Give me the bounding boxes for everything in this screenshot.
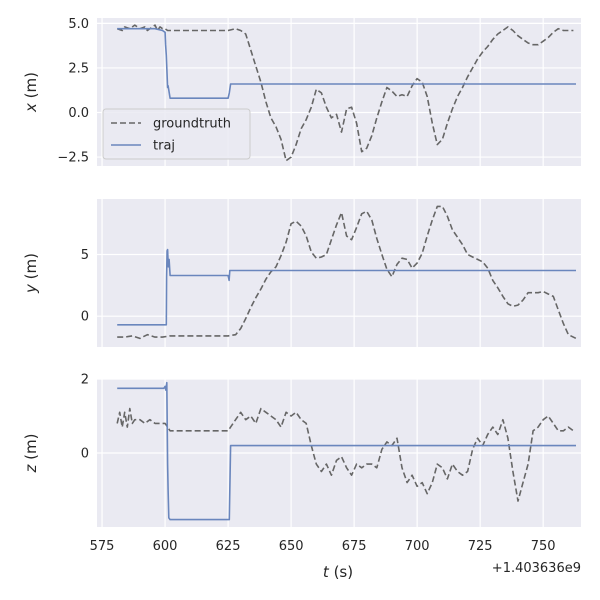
panel-x-ytick-label: 5.0 — [68, 17, 89, 32]
xtick-label: 725 — [468, 539, 493, 554]
ylabel-variable: x — [22, 103, 40, 113]
panel-y-series-groundtruth — [117, 205, 577, 340]
panel-z-series-traj — [117, 381, 576, 521]
xtick-label: 600 — [153, 539, 178, 554]
panel-x-ytick-label: 2.5 — [68, 61, 89, 76]
panel-x-ytick-label: −2.5 — [57, 151, 89, 166]
panel-x-ylabel: x (m) — [22, 72, 40, 113]
panel-y-series-traj — [117, 248, 576, 326]
xlabel-variable: t — [323, 563, 330, 581]
xlabel-unit: (s) — [329, 563, 353, 581]
xtick-label: 625 — [216, 539, 241, 554]
xtick-label: 750 — [531, 539, 556, 554]
panel-x-series-groundtruth — [116, 24, 574, 162]
xlabel: t (s) — [323, 563, 353, 581]
xtick-label: 650 — [279, 539, 304, 554]
panel-y: 5 0 y (m) — [22, 199, 581, 347]
subplots: 5.0 2.5 0.0 −2.5 x (m) 5 0 y (m) 2 0 z (m) — [22, 17, 581, 527]
x-offset-text: +1.403636e9 — [492, 561, 581, 576]
panel-z-series-groundtruth — [116, 407, 574, 502]
ylabel-variable: y — [22, 283, 40, 294]
legend-label-groundtruth: groundtruth — [153, 117, 231, 132]
panel-y-ylabel: y (m) — [22, 253, 40, 294]
panel-x-series-traj — [117, 27, 576, 99]
panel-z-ytick-label: 0 — [81, 447, 89, 462]
ylabel-unit: (m) — [22, 72, 40, 103]
legend-frame — [102, 108, 251, 160]
panel-x-ytick-label: 0.0 — [68, 106, 89, 121]
xtick-label: 675 — [342, 539, 367, 554]
ylabel-variable: z — [22, 463, 40, 473]
panel-z-ylabel: z (m) — [22, 434, 40, 474]
xtick-label: 575 — [90, 539, 115, 554]
ylabel-unit: (m) — [22, 434, 40, 465]
panel-y-ytick-label: 0 — [81, 310, 89, 325]
shared-x-axis: 575 600 625 650 675 700 725 750 t (s) +1.403636e9 — [90, 539, 581, 581]
ylabel-unit: (m) — [22, 253, 40, 284]
panel-z: 2 0 z (m) — [22, 373, 581, 527]
panel-y-background — [97, 199, 581, 347]
panel-z-ytick-label: 2 — [81, 373, 89, 388]
panel-y-ytick-label: 5 — [81, 248, 89, 263]
legend-label-traj: traj — [153, 139, 175, 154]
xtick-label: 700 — [405, 539, 430, 554]
legend: groundtruth traj — [102, 108, 251, 160]
